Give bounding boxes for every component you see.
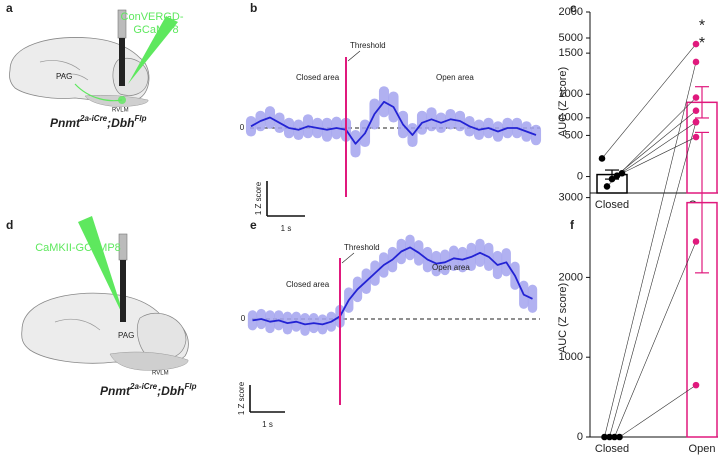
region-label: PAG (118, 331, 134, 340)
data-point (618, 169, 626, 177)
data-point (692, 381, 700, 389)
scale-label: 1 Z score (237, 381, 246, 415)
panel-label: e (250, 218, 257, 232)
genotype-part: ;Dbh (157, 384, 184, 398)
x-tick-label: Closed (595, 443, 629, 455)
data-point (613, 172, 621, 180)
panel-label: f (570, 218, 575, 232)
x-tick-label: Closed (595, 199, 629, 211)
pair-line (604, 61, 697, 438)
genotype: Pnmt2a-iCre;DbhFlp (100, 382, 197, 398)
scale-label: 1 Z score (254, 181, 263, 215)
threshold-label: Threshold (344, 243, 380, 252)
construct-label: GCaMP8 (133, 24, 178, 36)
genotype-sup: Flp (184, 382, 196, 391)
data-point (692, 107, 700, 115)
construct-label: ConVERGD- (121, 11, 184, 23)
y-tick-label: 5000 (559, 32, 583, 44)
data-point (692, 40, 700, 48)
scale-label: 1 s (262, 420, 273, 429)
trace-line (252, 246, 533, 326)
region-label: RVLM (112, 108, 129, 114)
genotype-part: Pnmt (50, 116, 81, 130)
trace-line (250, 100, 537, 145)
area-label: Open area (436, 73, 474, 82)
brain-diagram: PAG RVLM CaMKII-GCaMP8 Pnmt2a-iCre;DbhFl… (21, 216, 197, 398)
data-point (606, 433, 613, 441)
fiber (120, 260, 126, 322)
data-point (608, 175, 616, 183)
light-cone (78, 216, 126, 322)
brain-fold (39, 60, 89, 81)
y-tick-label: 0 (240, 123, 245, 132)
area-label: Closed area (296, 73, 340, 82)
data-point (603, 183, 611, 190)
pair-line (601, 43, 697, 159)
panel-label: d (6, 218, 13, 232)
y-tick-label: 2000 (559, 271, 583, 283)
data-point (601, 433, 608, 441)
data-point (692, 133, 700, 141)
data-point (616, 433, 623, 441)
panel-label: b (250, 1, 257, 15)
y-tick-label: 1500 (559, 47, 583, 59)
y-tick-label: 1000 (559, 351, 583, 363)
rvlm-glow (118, 96, 126, 104)
x-tick-label: Open (689, 443, 716, 455)
data-point (692, 94, 700, 101)
data-point (611, 433, 618, 441)
y-tick-label: 500 (565, 129, 583, 141)
region-label: RVLM (152, 371, 169, 377)
data-point (692, 238, 700, 245)
y-tick-label: 2000 (559, 6, 583, 18)
y-axis-label: AUC (Z score) (557, 283, 569, 353)
data-point (598, 155, 606, 162)
threshold-arrow (347, 50, 361, 62)
fiber (119, 38, 125, 86)
pair-line (609, 121, 697, 438)
y-tick-label: 3000 (559, 192, 583, 204)
y-tick-label: 4000 (559, 112, 583, 124)
threshold-label: Threshold (350, 41, 386, 50)
y-tick-label: 1000 (559, 88, 583, 100)
light-cone (128, 16, 178, 84)
pair-line (611, 110, 697, 180)
threshold-arrow (341, 252, 355, 264)
data-point (692, 118, 700, 126)
pair-line (616, 121, 697, 176)
pair-line (614, 241, 697, 438)
significance: * (699, 35, 705, 52)
area-label: Closed area (286, 280, 330, 289)
panel-label: c (570, 1, 577, 15)
pair-line (619, 384, 697, 438)
pair-line (621, 136, 697, 174)
construct-label: CaMKII-GCaMP8 (35, 242, 121, 254)
genotype: Pnmt2a-iCre;DbhFlp (50, 114, 147, 130)
genotype-sup: 2a-iCre (129, 382, 158, 391)
data-point (692, 58, 700, 66)
genotype-sup: 2a-iCre (79, 114, 108, 123)
genotype-part: Pnmt (100, 384, 131, 398)
area-label: Open area (432, 263, 470, 272)
scale-label: 1 s (281, 224, 292, 233)
brain-diagram: PAG RVLM ConVERGD- GCaMP8 Pnmt2a-iCre;Db… (9, 9, 184, 130)
significance: * (699, 17, 705, 34)
y-axis-label: AUC (Z score) (557, 67, 569, 137)
region-label: PAG (56, 72, 72, 81)
y-tick-label: 0 (241, 314, 246, 323)
panel-label: a (6, 1, 13, 15)
cerebellum (136, 313, 187, 360)
brainstem (109, 351, 189, 371)
brain-fold (54, 318, 101, 331)
y-tick-label: 0 (577, 431, 583, 443)
genotype-sup: Flp (134, 114, 146, 123)
genotype-part: ;Dbh (107, 116, 134, 130)
y-tick-label: 0 (577, 170, 583, 182)
